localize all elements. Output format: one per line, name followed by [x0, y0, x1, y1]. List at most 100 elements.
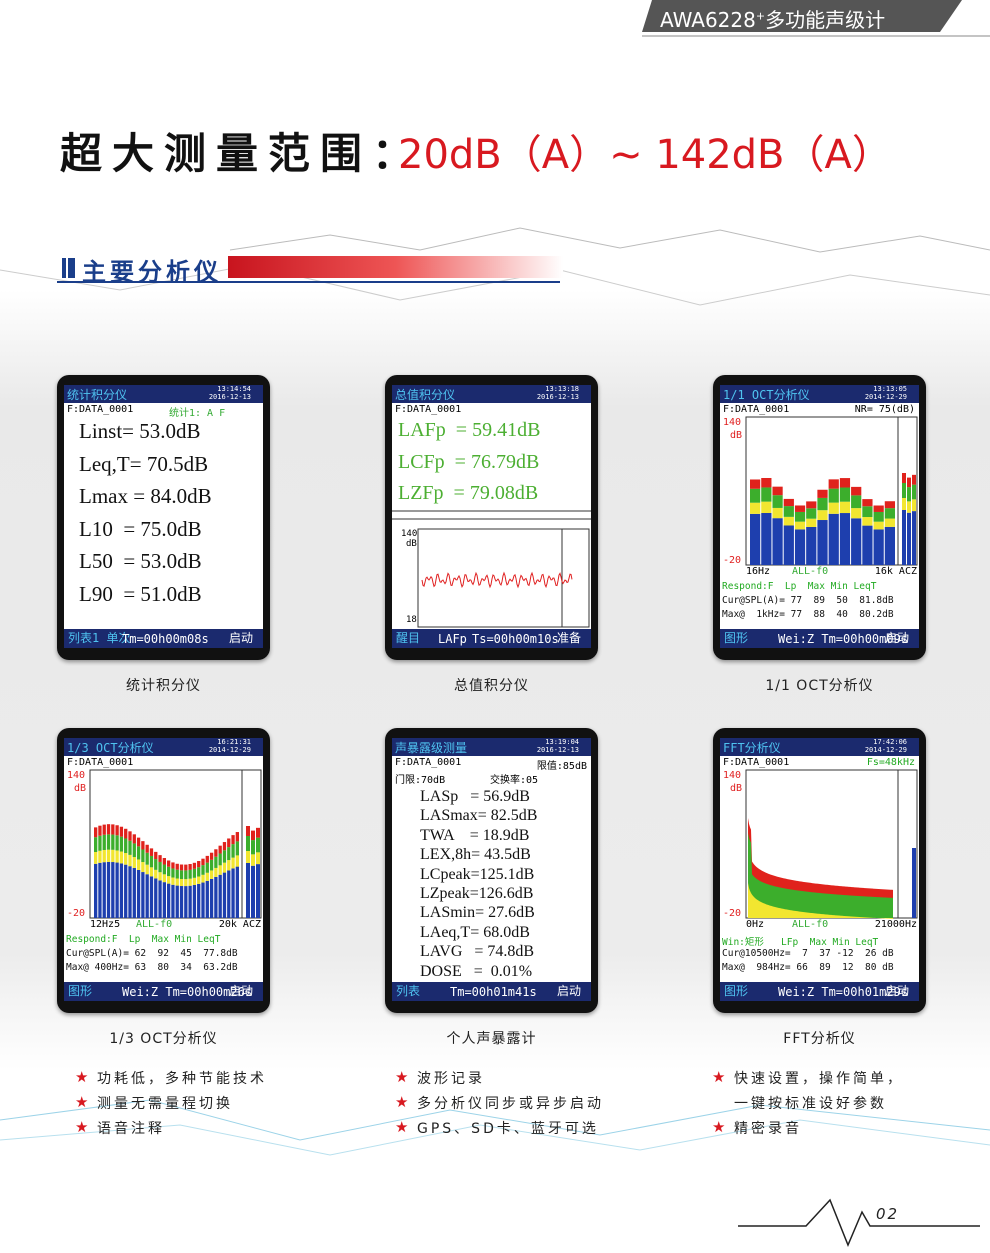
screen-date: 2016-12-13	[536, 393, 579, 401]
title-bar	[64, 385, 263, 403]
file-name: F:DATA_0001	[723, 404, 790, 415]
caption: FFT分析仪	[783, 1031, 856, 1047]
feature: 快速设置，操作简单，	[734, 1071, 904, 1087]
footer-item: 图形	[724, 984, 749, 998]
footer-bar	[64, 629, 263, 648]
section-title: 主要分析仪	[82, 258, 222, 286]
screen-title: 统计积分仪	[67, 388, 128, 402]
x-label: ALL-f0	[792, 919, 829, 930]
screen-graphic	[392, 510, 591, 628]
reading-row: Max@ 984Hz= 66 89 12 80 dB	[722, 962, 894, 973]
footer-item: 醒目	[396, 631, 421, 645]
axis-bottom: -20	[723, 555, 742, 566]
reading-row: Respond:F Lp Max Min LeqT	[66, 934, 221, 945]
axis-top: 140	[723, 770, 742, 781]
axis-top: 140	[67, 770, 86, 781]
setting: 门限:70dB	[395, 775, 446, 786]
footer-item: 列表1 单次	[68, 631, 131, 645]
screen-time: 13:13:18	[545, 385, 579, 393]
screen-date: 2016-12-13	[208, 393, 251, 401]
screen: 1/1 OCT分析仪 13:13:05 2014-12-29 F:DATA_0001 N…	[713, 375, 926, 660]
screen-time: 13:19:04	[545, 738, 579, 746]
star: ★	[75, 1093, 89, 1111]
reading: Lmax = 84.0dB	[79, 484, 212, 508]
reading: LASmax= 82.5dB	[420, 807, 538, 825]
reading: LZpeak=126.6dB	[420, 885, 534, 902]
feature: 功耗低，多种节能技术	[97, 1071, 267, 1087]
reading-row: Respond:F Lp Max Min LeqT	[722, 581, 877, 592]
footer-bar	[392, 629, 591, 648]
reading: LAeq,T= 68.0dB	[420, 923, 530, 941]
reading: LASp = 56.9dB	[420, 788, 530, 805]
x-label: ALL-f0	[792, 566, 829, 577]
file-name: F:DATA_0001	[395, 404, 462, 415]
screen-graphic	[745, 769, 918, 919]
feature: 语音注释	[97, 1121, 165, 1137]
axis-unit: dB	[74, 783, 87, 794]
screen-graphic	[89, 769, 262, 919]
file-name: F:DATA_0001	[67, 757, 134, 768]
screen-time: 17:42:06	[873, 738, 907, 746]
reading: LCFp = 76.79dB	[398, 450, 540, 473]
axis-bottom: -20	[723, 908, 742, 919]
footer-item: 启动	[229, 984, 254, 998]
brand: AWA6228+多功能声级计	[660, 4, 885, 33]
footer-item: Wei:Z Tm=00h00m09s	[778, 632, 909, 646]
footer-bar	[720, 982, 919, 1001]
reading: L10 = 75.0dB	[79, 516, 202, 541]
title-bar	[392, 738, 591, 756]
reading-row: Cur@10500Hz= 7 37 -12 26 dB	[722, 948, 894, 959]
reading: L50 = 53.0dB	[79, 549, 202, 573]
graph-unit: dB	[406, 539, 417, 549]
screen-extra: NR= 75(dB)	[854, 404, 915, 415]
star: ★	[395, 1093, 409, 1111]
caption: 1/1 OCT分析仪	[765, 678, 874, 694]
screen: 统计积分仪 13:14:54 2016-12-13 F:DATA_0001 统计1: A…	[57, 375, 270, 660]
footer-item: Wei:Z Tm=00h00m26s	[122, 985, 253, 999]
feature: GPS、SD卡、蓝牙可选	[417, 1121, 599, 1137]
screen-extra: 统计1: A F	[169, 408, 226, 419]
x-label: 20k ACZ	[218, 919, 261, 930]
screen-graphic	[745, 416, 918, 566]
star: ★	[712, 1068, 726, 1086]
reading-row: Max@ 1kHz= 77 88 40 80.2dB	[722, 609, 894, 620]
reading: LAFp = 59.41dB	[398, 419, 541, 441]
screen: 总值积分仪 13:13:18 2016-12-13 F:DATA_0001 LAFp =…	[385, 375, 598, 660]
star: ★	[75, 1068, 89, 1086]
footer-bar	[720, 629, 919, 648]
footer-item: 准备	[557, 631, 582, 645]
screen-extra: 限值:85dB	[536, 761, 587, 772]
screen-date: 2014-12-29	[864, 746, 907, 754]
screen-time: 13:13:05	[873, 385, 907, 393]
file-name: F:DATA_0001	[67, 404, 134, 415]
screen-extra: Fs=48kHz	[866, 757, 915, 768]
footer-item: 启动	[885, 984, 910, 998]
file-name: F:DATA_0001	[723, 757, 790, 768]
footer-item: 启动	[557, 984, 582, 998]
reading-row: Cur@SPL(A)= 77 89 50 81.8dB	[722, 595, 894, 606]
screen-title: FFT分析仪	[723, 741, 781, 755]
caption: 个人声暴露计	[446, 1031, 537, 1047]
display: 1/1 OCT分析仪 13:13:05 2014-12-29 F:DATA_0001 N…	[720, 385, 919, 648]
axis-unit: dB	[730, 430, 743, 441]
footer-item: 启动	[229, 631, 254, 645]
star: ★	[712, 1118, 726, 1136]
reading: Linst= 53.0dB	[79, 419, 201, 443]
footer-item: LAFp	[438, 632, 467, 646]
display: 总值积分仪 13:13:18 2016-12-13 F:DATA_0001 LAFp =…	[392, 385, 591, 648]
feature: 多分析仪同步或异步启动	[417, 1096, 604, 1112]
star: ★	[75, 1118, 89, 1136]
reading: LAVG = 74.8dB	[420, 943, 535, 961]
x-label: 21000Hz	[874, 919, 917, 930]
reading: LZFp = 79.08dB	[398, 482, 539, 504]
footer-item: Tm=00h00m08s	[122, 632, 209, 646]
reading: LASmin= 27.6dB	[420, 904, 535, 922]
screen-title: 声暴露级测量	[395, 741, 468, 755]
axis-unit: dB	[730, 783, 743, 794]
screen-time: 13:14:54	[217, 385, 251, 393]
footer-item: Ts=00h00m10s	[472, 632, 559, 646]
caption: 总值积分仪	[454, 678, 529, 694]
star: ★	[395, 1068, 409, 1086]
reading: DOSE = 0.01%	[420, 962, 533, 980]
screen-date: 2014-12-29	[864, 393, 907, 401]
